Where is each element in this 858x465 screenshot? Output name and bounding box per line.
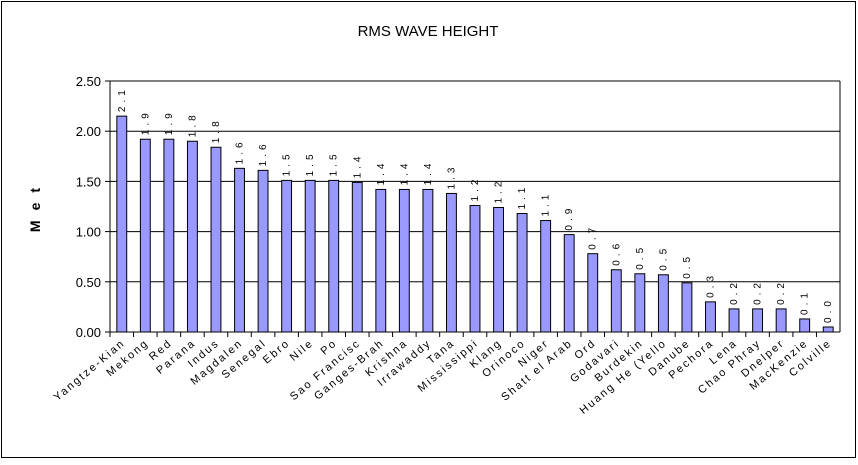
bar bbox=[351, 181, 363, 333]
y-tick-label: 2.50 bbox=[76, 74, 101, 89]
bar bbox=[563, 234, 575, 333]
bar bbox=[186, 140, 198, 333]
bar bbox=[375, 188, 387, 333]
bar bbox=[822, 326, 834, 333]
bar bbox=[469, 204, 481, 333]
bar bbox=[705, 301, 716, 333]
data-label: 0.5 bbox=[682, 253, 693, 279]
bar bbox=[234, 167, 245, 333]
bar bbox=[587, 253, 599, 333]
data-label: 1.5 bbox=[305, 150, 316, 176]
data-label: 1.4 bbox=[423, 160, 434, 186]
data-label: 0.2 bbox=[729, 279, 740, 305]
bar bbox=[540, 220, 552, 333]
data-label: 1.3 bbox=[446, 164, 457, 190]
bar bbox=[681, 282, 693, 333]
data-label: 1.1 bbox=[517, 184, 528, 210]
chart-title: RMS WAVE HEIGHT bbox=[358, 23, 499, 40]
data-label: 1.6 bbox=[258, 140, 269, 166]
data-label: 0.0 bbox=[823, 297, 834, 323]
data-label: 1.9 bbox=[140, 109, 151, 135]
data-label: 0.6 bbox=[611, 240, 622, 266]
bar bbox=[516, 213, 528, 333]
data-label: 1.2 bbox=[470, 176, 481, 202]
y-tick-label: 1.50 bbox=[76, 174, 101, 189]
bar bbox=[775, 308, 787, 333]
bar bbox=[493, 207, 504, 333]
data-label: 0.5 bbox=[635, 244, 646, 270]
data-label: 1.8 bbox=[187, 111, 198, 137]
data-label: 0.3 bbox=[705, 272, 716, 298]
bar bbox=[304, 179, 316, 333]
bar bbox=[210, 146, 222, 333]
y-axis-label: Met bbox=[27, 178, 43, 232]
bar bbox=[116, 115, 128, 333]
bars bbox=[116, 115, 834, 333]
data-label: 1.8 bbox=[211, 117, 222, 143]
data-label: 1.5 bbox=[329, 150, 340, 176]
bar bbox=[799, 318, 811, 333]
y-tick-label: 0.50 bbox=[76, 275, 101, 290]
bar bbox=[163, 138, 175, 333]
data-label: 1.2 bbox=[494, 178, 505, 204]
data-labels: 2.1 1.9 1.9 1.8 1.8 1.6 1.6 1.5 1.5 1.5 1.4 1.4 1.4 1… bbox=[117, 86, 834, 323]
data-label: 1.5 bbox=[282, 150, 293, 176]
data-label: 1.9 bbox=[164, 109, 175, 135]
bar bbox=[281, 179, 293, 333]
data-label: 0.5 bbox=[658, 245, 669, 271]
data-label: 0.1 bbox=[800, 289, 811, 315]
bar bbox=[728, 308, 740, 333]
bar bbox=[257, 169, 269, 333]
bar bbox=[422, 188, 434, 333]
bar bbox=[634, 273, 646, 333]
data-label: 1.4 bbox=[352, 152, 363, 178]
bar bbox=[398, 188, 410, 333]
data-label: 1.1 bbox=[541, 191, 552, 217]
data-label: 1.4 bbox=[399, 160, 410, 186]
data-label: 1.4 bbox=[376, 160, 387, 186]
bar bbox=[446, 192, 457, 333]
data-label: 0.7 bbox=[588, 224, 599, 250]
bar bbox=[328, 179, 340, 333]
bar bbox=[610, 269, 622, 333]
data-label: 0.2 bbox=[776, 279, 787, 305]
bar bbox=[657, 274, 669, 333]
data-label: 1.6 bbox=[235, 138, 246, 164]
data-label: 0.9 bbox=[564, 205, 575, 231]
y-axis-ticks: 0.00 0.50 1.00 1.50 2.00 2.50 bbox=[76, 74, 110, 340]
y-tick-label: 0.00 bbox=[76, 325, 101, 340]
axes bbox=[109, 81, 841, 333]
y-tick-label: 1.00 bbox=[76, 225, 101, 240]
y-tick-label: 2.00 bbox=[76, 124, 101, 139]
data-label: 0.2 bbox=[753, 279, 764, 305]
bar bbox=[139, 138, 151, 333]
data-label: 2.1 bbox=[117, 86, 128, 112]
bar bbox=[752, 308, 764, 333]
